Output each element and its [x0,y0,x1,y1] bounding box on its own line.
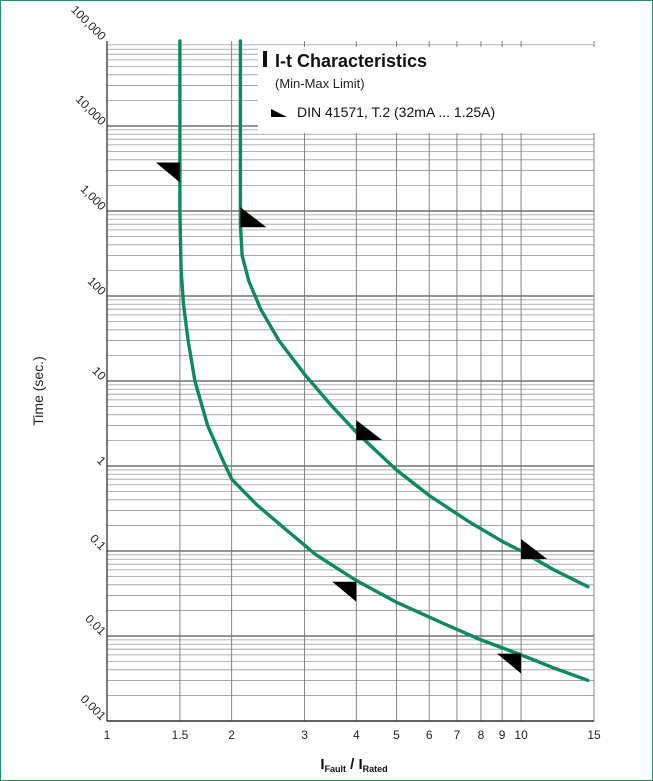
y-tick-label: 10 [89,364,109,384]
y-tick-label: 0.001 [78,692,109,723]
x-tick-label: 10 [514,728,528,742]
x-tick-label: 2 [228,728,235,742]
x-axis-label-sub-rated: Rated [363,764,388,774]
legend: I-t Characteristics (Min-Max Limit) DIN … [258,47,598,133]
legend-title: I-t Characteristics [275,51,427,71]
x-tick-label: 8 [478,728,485,742]
series [178,39,590,683]
x-axis-label-sub-fault: Fault [324,764,346,774]
axes [106,41,594,722]
y-tick-label: 0.01 [82,612,109,639]
x-tick-label: 1 [104,728,111,742]
x-tick-label: 1.5 [172,728,189,742]
x-axis-label-mid: / I [346,756,363,773]
x-tick-label: 7 [454,728,461,742]
legend-item-label: DIN 41571, T.2 (32mA ... 1.25A) [297,104,495,120]
legend-subtitle: (Min-Max Limit) [275,76,365,91]
x-axis-label: IFault / IRated [320,756,387,774]
limit-marker-4 [332,581,357,602]
limit-markers [155,162,548,674]
x-tick-label: 3 [301,728,308,742]
limit-marker-5 [521,539,548,559]
x-tick-label: 9 [499,728,506,742]
y-tick-label: 100 [85,274,109,298]
x-tick-label: 5 [393,728,400,742]
x-axis-label-main: I [320,756,324,773]
series-line-1 [178,39,590,683]
y-axis-label: Time (sec.) [30,356,46,425]
y-tick-label: 10,000 [73,92,109,128]
y-tick-label: 100,000 [68,3,109,44]
limit-marker-1 [155,162,180,183]
y-tick-label: 0.1 [87,531,109,553]
x-tick-label: 4 [353,728,360,742]
legend-box [258,47,598,133]
x-tick-label: 6 [426,728,433,742]
y-tick-label: 1,000 [78,182,109,213]
limit-marker-3 [356,420,383,441]
x-tick-label: 15 [587,728,601,742]
legend-triangle-icon [271,109,287,117]
limit-marker-2 [240,207,267,228]
series-line-2 [238,39,590,589]
limit-marker-6 [497,653,522,674]
legend-title-bar [263,51,267,67]
